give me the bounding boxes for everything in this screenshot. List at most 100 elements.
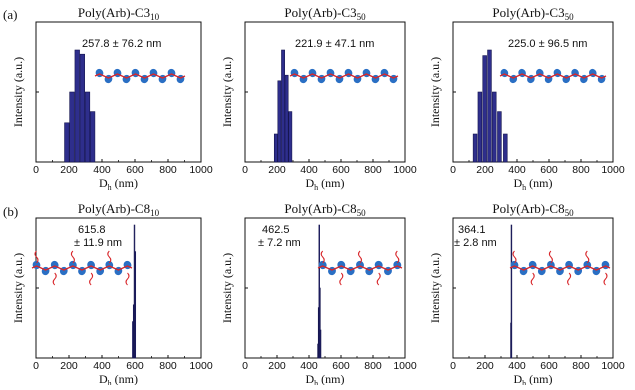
x-tick-label: 400 (508, 360, 526, 372)
x-axis-label-unit: (nm) (115, 372, 138, 385)
x-tick-label: 400 (93, 164, 111, 176)
chain-bead (149, 68, 158, 78)
x-tick-label: 1000 (189, 360, 213, 372)
chain-bead (356, 260, 364, 270)
panel-title: Poly(Arb)-C850 (492, 201, 574, 218)
x-tick-label: 800 (159, 164, 177, 176)
x-tick-label: 800 (572, 164, 590, 176)
x-axis-label-unit: (nm) (529, 176, 552, 190)
chain-side-arm (339, 272, 344, 286)
size-annotation: 462.5 (262, 224, 290, 236)
chain-bead (562, 74, 571, 84)
x-tick-label: 1000 (189, 164, 213, 176)
chain-bead (308, 68, 317, 78)
x-tick-label: 800 (159, 360, 177, 372)
size-annotation: 225.0 ± 96.5 nm (508, 38, 587, 50)
chain-bead (553, 68, 562, 78)
x-tick-label: 800 (572, 360, 590, 372)
chain-bead (113, 68, 122, 78)
histogram-bar (284, 74, 289, 163)
x-tick-label: 1000 (601, 360, 625, 372)
chain-bead (69, 260, 77, 270)
histogram-bar (487, 49, 492, 163)
chain-backbone (31, 265, 133, 271)
x-axis-label-unit: (nm) (115, 176, 138, 190)
histogram-bar (472, 133, 478, 163)
x-tick-label: 0 (33, 164, 39, 176)
histogram-bar (273, 133, 278, 163)
chain-side-arm (89, 272, 94, 286)
polymer-chain-long-arms-icon (509, 250, 611, 286)
panel-title: Poly(Arb)-C850 (284, 201, 366, 218)
x-tick-label: 600 (126, 360, 144, 372)
x-axis-label-main: D (514, 176, 523, 190)
panel-title-subscript: 50 (357, 12, 367, 22)
x-axis-label-main: D (99, 372, 108, 385)
x-axis-label-main: D (306, 176, 315, 190)
chain-bead (337, 260, 346, 270)
histogram-bar (281, 49, 285, 163)
histogram-bar (74, 49, 80, 163)
chain-bead (592, 266, 601, 276)
x-tick-label: 200 (476, 360, 494, 372)
size-annotation-deviation: ± 11.9 nm (74, 237, 122, 249)
x-tick-label: 0 (242, 360, 248, 372)
chain-bead (509, 74, 518, 84)
size-annotation: 221.9 ± 47.1 nm (295, 38, 374, 50)
chain-bead (537, 266, 546, 276)
panel-title: Poly(Arb)-C350 (492, 5, 574, 22)
chain-bead (123, 260, 132, 270)
chain-side-arm (395, 250, 400, 264)
chain-side-arm (320, 250, 325, 264)
panel-title-main: Poly(Arb)-C3 (78, 5, 150, 20)
chain-bead (326, 68, 335, 78)
chain-bead (544, 74, 553, 84)
panel-title-subscript: 50 (565, 208, 575, 218)
polymer-chain-long-arms-icon (317, 250, 403, 286)
y-axis-label: Intensity (a.u.) (11, 57, 25, 127)
y-axis-label: Intensity (a.u.) (220, 253, 234, 323)
chain-bead (571, 68, 579, 78)
size-annotation-deviation: ± 2.8 nm (454, 237, 497, 249)
x-axis-label: Dh (nm) (514, 176, 553, 192)
histogram-bar (79, 53, 85, 163)
chain-side-arm (585, 250, 590, 264)
x-tick-label: 800 (364, 164, 382, 176)
chain-bead (583, 260, 592, 270)
chain-bead (518, 68, 526, 78)
chain-side-arm (603, 272, 608, 286)
y-axis-label: Intensity (a.u.) (220, 57, 234, 127)
chain-side-arm (512, 250, 517, 264)
x-axis-label-unit: (nm) (321, 372, 344, 385)
panel-title-main: Poly(Arb)-C8 (284, 201, 356, 216)
x-tick-label: 0 (33, 360, 39, 372)
panel-title-subscript: 10 (150, 208, 160, 218)
chain-bead (365, 266, 374, 276)
x-tick-label: 1000 (601, 164, 625, 176)
row-label-b: (b) (3, 204, 18, 219)
chain-bead (527, 74, 535, 84)
x-tick-label: 200 (60, 360, 78, 372)
chain-bead (299, 74, 308, 84)
x-axis-label: Dh (nm) (514, 372, 553, 385)
chain-bead (536, 68, 544, 78)
x-axis-label-subscript: h (522, 379, 526, 385)
x-tick-label: 400 (300, 360, 318, 372)
x-tick-label: 600 (332, 360, 350, 372)
x-axis-label-main: D (306, 372, 315, 385)
size-annotation-deviation: ± 7.2 nm (258, 237, 301, 249)
chain-bead (574, 266, 583, 276)
polymer-chain-long-arms-icon (31, 250, 133, 286)
x-tick-label: 200 (268, 164, 286, 176)
chain-bead (114, 266, 123, 276)
panel-title-main: Poly(Arb)-C8 (492, 201, 564, 216)
histogram-bar (482, 55, 487, 163)
x-tick-label: 600 (540, 360, 558, 372)
histogram-bar (134, 251, 137, 359)
histogram-bar (497, 111, 502, 163)
chain-bead (78, 266, 86, 276)
chain-bead (393, 260, 402, 270)
chain-backbone (94, 73, 186, 79)
chain-bead (328, 266, 336, 276)
